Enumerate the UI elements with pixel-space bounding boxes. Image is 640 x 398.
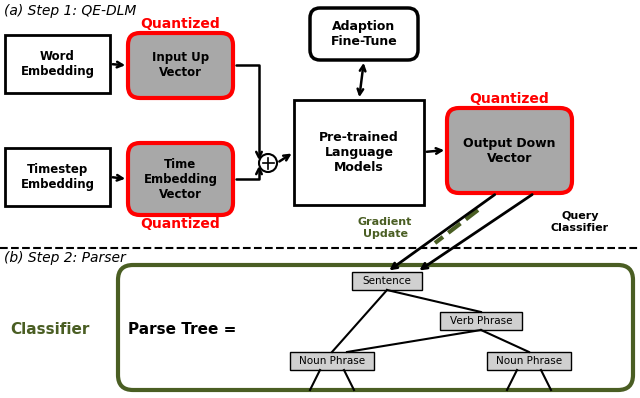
FancyBboxPatch shape (310, 8, 418, 60)
Text: Output Down
Vector: Output Down Vector (463, 137, 556, 164)
Text: Query
Classifier: Query Classifier (551, 211, 609, 233)
Bar (294, 100, 424, 205)
Text: Parse Tree =: Parse Tree = (128, 322, 236, 338)
Text: Quantized: Quantized (141, 17, 220, 31)
Bar (440, 312, 522, 330)
Text: Quantized: Quantized (470, 92, 549, 106)
Text: Noun Phrase: Noun Phrase (299, 356, 365, 366)
FancyBboxPatch shape (128, 143, 233, 215)
Text: Gradient
Update: Gradient Update (358, 217, 412, 239)
Bar (5, 35, 110, 93)
Bar (0, 0, 640, 248)
Text: Quantized: Quantized (141, 217, 220, 231)
Text: Sentence: Sentence (363, 276, 412, 286)
Text: Adaption
Fine-Tune: Adaption Fine-Tune (331, 20, 397, 48)
FancyBboxPatch shape (118, 265, 633, 390)
Text: Classifier: Classifier (10, 322, 90, 338)
Text: Word
Embedding: Word Embedding (20, 50, 95, 78)
FancyBboxPatch shape (128, 33, 233, 98)
Text: Input Up
Vector: Input Up Vector (152, 51, 209, 80)
Bar (352, 272, 422, 290)
FancyBboxPatch shape (447, 108, 572, 193)
Text: (b) Step 2: Parser: (b) Step 2: Parser (4, 251, 125, 265)
Text: (a) Step 1: QE-DLM: (a) Step 1: QE-DLM (4, 4, 136, 18)
Text: Verb Phrase: Verb Phrase (450, 316, 512, 326)
Bar (290, 352, 374, 370)
Bar (487, 352, 571, 370)
Text: Noun Phrase: Noun Phrase (496, 356, 562, 366)
Bar (5, 148, 110, 206)
Text: Time
Embedding
Vector: Time Embedding Vector (143, 158, 218, 201)
Circle shape (259, 154, 277, 172)
Text: Timestep
Embedding: Timestep Embedding (20, 163, 95, 191)
Bar (0, 0, 640, 248)
Text: Pre-trained
Language
Models: Pre-trained Language Models (319, 131, 399, 174)
